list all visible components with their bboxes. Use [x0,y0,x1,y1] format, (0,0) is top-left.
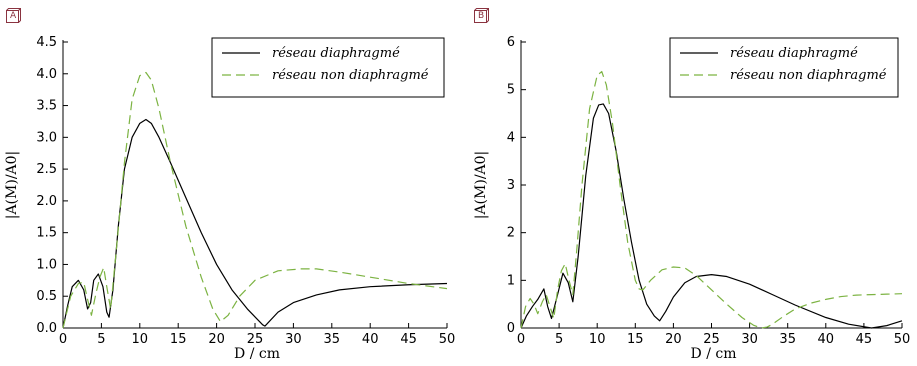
x-tick-label: 35 [779,332,796,347]
x-tick-label: 30 [285,332,302,347]
legend-label: réseau non diaphragmé [272,68,429,83]
x-tick-label: 45 [400,332,417,347]
y-tick-label: 1.0 [36,257,57,272]
x-tick-label: 35 [324,332,341,347]
y-tick-label: 3 [507,178,515,193]
x-tick-label: 25 [247,332,264,347]
y-tick-label: 3.0 [36,130,57,145]
x-tick-label: 15 [170,332,187,347]
legend-label: réseau diaphragmé [730,46,858,61]
x-tick-label: 0 [517,332,525,347]
series-line-non-diaphragm [62,71,448,329]
y-tick-label: 4.0 [36,67,57,82]
y-tick-label: 5 [507,83,515,98]
y-tick-label: 2.5 [36,162,57,177]
x-tick-label: 45 [856,332,873,347]
panel-tag-box-icon [6,8,21,23]
y-axis-label: |A(M)/A0| [473,151,489,220]
y-tick-label: 4 [507,130,515,145]
x-tick-label: 20 [208,332,225,347]
legend-box [669,37,899,98]
x-tick-label: 50 [439,332,456,347]
x-tick-label: 5 [555,332,563,347]
panel-tag-a: A [6,8,21,23]
y-tick-label: 0.0 [36,321,57,336]
x-tick-label: 15 [627,332,644,347]
legend-label: réseau non diaphragmé [730,68,887,83]
y-tick-label: 0 [507,321,515,336]
y-tick-label: 6 [507,35,515,50]
y-axis-label: |A(M)/A0| [4,151,20,220]
panel-tag-label: A [10,11,17,21]
x-axis-label: D / cm [234,346,280,362]
series-line-non-diaphragm [520,70,903,329]
panel-tag-box-icon [474,8,489,23]
legend-label: réseau diaphragmé [272,46,400,61]
y-tick-label: 2 [507,226,515,241]
y-tick-label: 0.5 [36,289,57,304]
x-tick-label: 10 [132,332,149,347]
chart-panel-a: A 0 5 10 15 20 25 30 35 40 45 50 0.0 0.5 1.0 1.5 2.0 2.5… [0,0,458,366]
y-tick-label: 1 [507,273,515,288]
y-tick-label: 4.5 [36,35,57,50]
legend-box [211,37,445,98]
x-axis-label: D / cm [691,346,737,362]
x-tick-label: 40 [362,332,379,347]
x-tick-label: 5 [97,332,105,347]
y-tick-label: 3.5 [36,99,57,114]
y-tick-label: 1.5 [36,226,57,241]
x-tick-label: 30 [741,332,758,347]
x-tick-label: 20 [665,332,682,347]
chart-panel-b: B 0 5 10 15 20 25 30 35 40 45 50 0 1 2 3 4 5 6 D / cm |A(M)… [458,0,916,366]
x-tick-label: 0 [59,332,67,347]
series-line-diaphragm [520,103,903,329]
panel-tag-label: B [478,11,485,21]
series-line-diaphragm [62,118,448,329]
panel-tag-b: B [474,8,489,23]
line-chart-a: 0 5 10 15 20 25 30 35 40 45 50 0.0 0.5 1.0 1.5 2.0 2.5 3.… [4,35,456,362]
x-tick-label: 25 [703,332,720,347]
y-tick-label: 2.0 [36,194,57,209]
x-tick-label: 40 [818,332,835,347]
x-tick-label: 10 [589,332,606,347]
x-tick-label: 50 [894,332,911,347]
